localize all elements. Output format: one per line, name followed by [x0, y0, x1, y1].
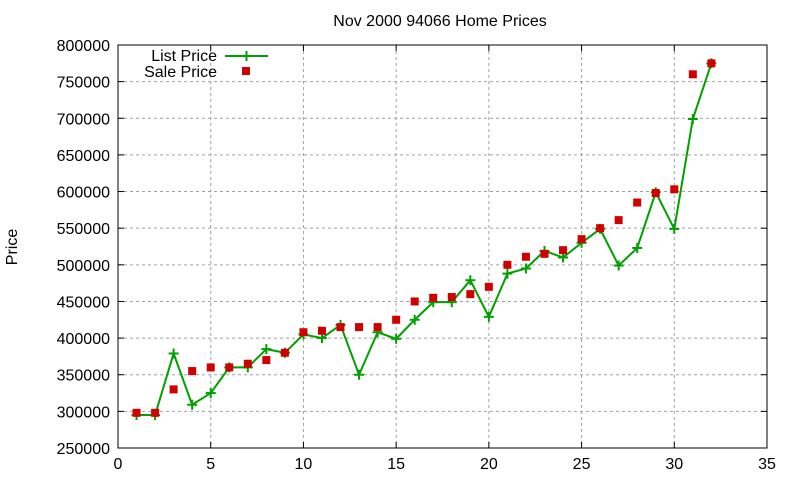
- y-tick-label: 250000: [57, 441, 110, 458]
- y-tick-label: 600000: [57, 185, 110, 202]
- x-tick-label: 30: [665, 456, 683, 473]
- x-tick-label: 35: [758, 456, 776, 473]
- sale-price-point: [466, 290, 475, 299]
- list-price-point: [632, 242, 643, 253]
- y-tick-label: 350000: [57, 368, 110, 385]
- sale-price-point: [707, 59, 716, 68]
- sale-price-point: [521, 252, 530, 261]
- sale-price-point: [429, 293, 438, 302]
- sale-price-point: [336, 323, 345, 332]
- y-tick-label: 750000: [57, 75, 110, 92]
- sale-price-point: [559, 246, 568, 255]
- sale-price-point: [651, 189, 660, 198]
- list-price-point: [520, 263, 531, 274]
- list-price-point: [483, 311, 494, 322]
- sale-price-point: [262, 356, 271, 365]
- sale-price-point: [633, 198, 642, 207]
- y-axis-label: Price: [4, 229, 21, 266]
- series-layer: [131, 58, 717, 421]
- sale-price-point: [503, 260, 512, 269]
- sale-price-point: [355, 323, 364, 332]
- sale-price-point: [596, 224, 605, 233]
- list-price-point: [391, 333, 402, 344]
- sale-price-point: [540, 249, 549, 258]
- list-price-point: [613, 260, 624, 271]
- sale-price-point: [132, 408, 141, 417]
- sale-price-point: [206, 363, 215, 372]
- sale-price-point: [410, 297, 419, 306]
- x-tick-label: 0: [114, 456, 123, 473]
- sale-price-point: [188, 367, 197, 376]
- x-tick-label: 20: [480, 456, 498, 473]
- y-tick-label: 400000: [57, 331, 110, 348]
- ticks: 0 5 10 15 20 25 30 35 250000 300000 350000 400000 45…: [57, 38, 776, 473]
- sale-price-point: [299, 328, 308, 337]
- sale-price-point: [243, 359, 252, 368]
- legend-label-list-price: List Price: [151, 48, 217, 65]
- chart-title: Nov 2000 94066 Home Prices: [333, 13, 546, 30]
- sale-price-point: [484, 282, 493, 291]
- sale-price-point: [614, 216, 623, 225]
- x-tick-label: 15: [387, 456, 405, 473]
- list-price-point: [168, 348, 179, 359]
- x-tick-label: 5: [206, 456, 215, 473]
- sale-price-point: [447, 293, 456, 302]
- list-price-point: [354, 369, 365, 380]
- sale-price-point: [373, 323, 382, 332]
- y-tick-label: 800000: [57, 38, 110, 55]
- list-price-point: [465, 275, 476, 286]
- sale-price-point: [151, 408, 160, 417]
- sale-price-point: [280, 348, 289, 357]
- y-tick-label: 700000: [57, 111, 110, 128]
- sale-price-point: [577, 235, 586, 244]
- sale-price-point: [317, 326, 326, 335]
- list-price-point: [687, 114, 698, 125]
- plot-frame: [117, 44, 768, 449]
- x-tick-label: 10: [295, 456, 313, 473]
- legend: List Price Sale Price: [144, 48, 268, 81]
- list-price-point: [502, 268, 513, 279]
- sale-price-point: [670, 185, 679, 194]
- list-price-point: [261, 344, 272, 355]
- legend-swatch-sale-price: [242, 67, 250, 75]
- list-price-point: [409, 314, 420, 325]
- y-tick-label: 300000: [57, 404, 110, 421]
- y-tick-label: 450000: [57, 294, 110, 311]
- x-tick-label: 25: [573, 456, 591, 473]
- y-tick-label: 650000: [57, 148, 110, 165]
- sale-price-point: [225, 363, 234, 372]
- sale-price-point: [169, 385, 178, 394]
- y-tick-label: 550000: [57, 221, 110, 238]
- list-price-point: [187, 399, 198, 410]
- y-tick-label: 500000: [57, 258, 110, 275]
- sale-price-point: [392, 315, 401, 324]
- sale-price-point: [688, 70, 697, 79]
- list-price-line: [136, 63, 713, 417]
- legend-label-sale-price: Sale Price: [144, 64, 217, 81]
- list-price-point: [669, 223, 680, 234]
- list-price-point: [205, 388, 216, 399]
